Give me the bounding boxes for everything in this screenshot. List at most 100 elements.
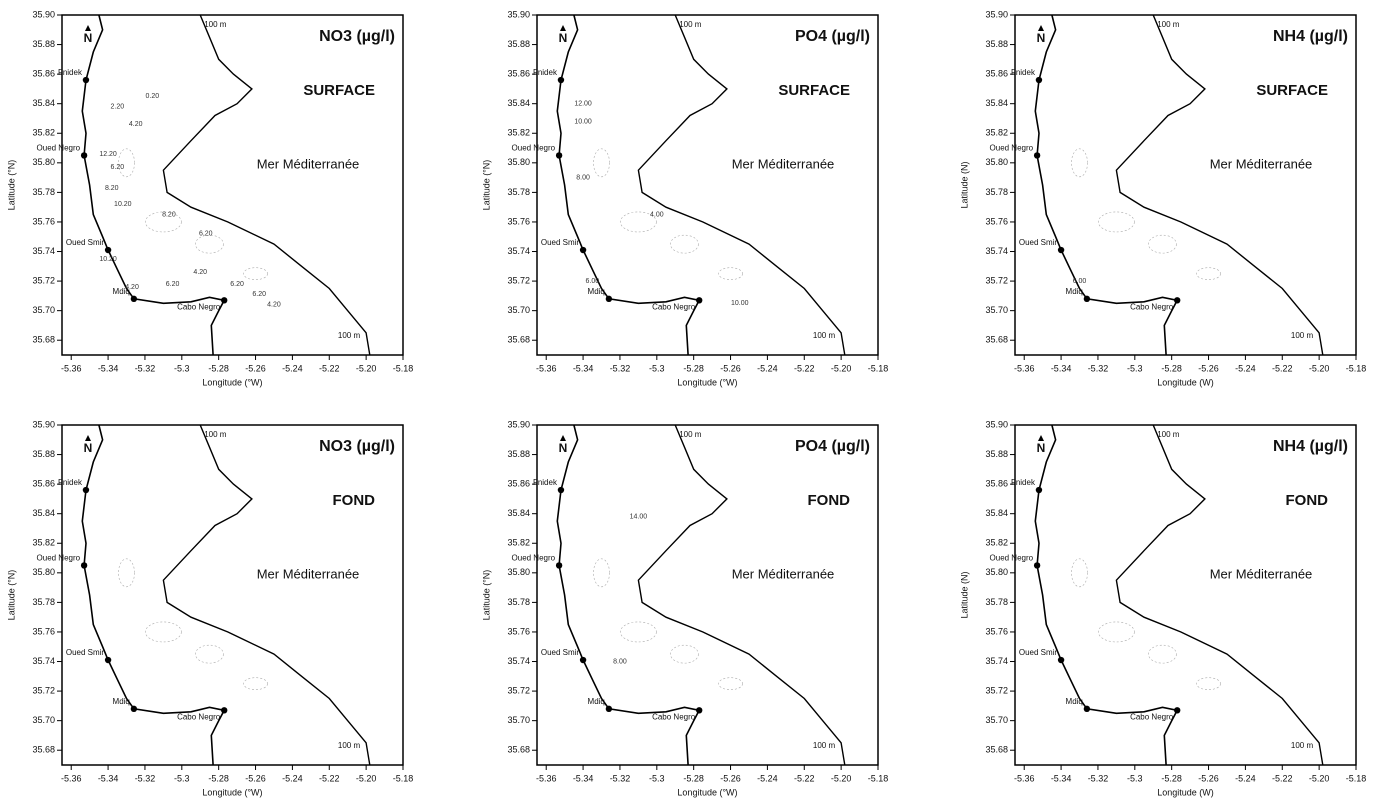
x-tick-label: -5.20 <box>1309 363 1330 373</box>
x-tick-label: -5.3 <box>1127 363 1143 373</box>
x-tick-label: -5.24 <box>1235 773 1256 783</box>
x-tick-label: -5.32 <box>1088 363 1109 373</box>
y-tick-label: 35.70 <box>507 305 530 315</box>
y-tick-label: 35.74 <box>507 656 530 666</box>
layer-label: FOND <box>808 492 851 509</box>
y-tick-label: 35.78 <box>985 187 1008 197</box>
contour-line <box>1148 234 1177 254</box>
contour-label: 10.20 <box>114 201 132 208</box>
place-marker <box>579 246 587 254</box>
x-tick-label: -5.28 <box>208 363 229 373</box>
isobath-label: 100 m <box>338 741 361 750</box>
x-tick-label: -5.20 <box>831 773 852 783</box>
place-marker <box>1174 707 1181 714</box>
y-tick-label: 35.84 <box>32 508 55 518</box>
map-frame <box>1014 14 1357 356</box>
y-tick-label: 35.86 <box>507 479 530 489</box>
contour-label: 4.20 <box>193 269 207 276</box>
y-tick-label: 35.82 <box>32 538 55 548</box>
y-tick-label: 35.86 <box>32 479 55 489</box>
place-label: Oued Negro <box>990 554 1034 563</box>
contour-line <box>670 234 699 254</box>
x-tick-label: -5.28 <box>683 773 704 783</box>
sea-label: Mer Méditerranée <box>1210 566 1313 581</box>
place-label: Cabo Negro <box>1130 302 1174 311</box>
place-marker <box>1035 76 1043 84</box>
isobath-label: 100 m <box>204 20 227 29</box>
y-tick-label: 35.76 <box>985 216 1008 226</box>
x-tick-label: -5.24 <box>282 773 303 783</box>
y-tick-label: 35.68 <box>985 335 1008 345</box>
contour-label: 4.20 <box>129 121 143 128</box>
y-tick-label: 35.72 <box>985 275 1008 285</box>
y-tick-label: 35.80 <box>507 567 530 577</box>
map-panel: -5.36 -5.34 -5.32 -5.3 -5.28 -5.26 -5.24 -5.22 -… <box>959 9 1366 387</box>
place-label: Oued Smir <box>66 238 105 247</box>
panel-title: PO4 (µg/l) <box>795 28 870 45</box>
place-label: Mdiq <box>113 697 130 706</box>
x-tick-label: -5.26 <box>1198 363 1219 373</box>
map-frame <box>536 14 879 356</box>
north-arrow: N <box>1037 441 1046 455</box>
y-tick-label: 35.82 <box>507 128 530 138</box>
y-tick-label: 35.82 <box>985 128 1008 138</box>
x-tick-label: -5.34 <box>98 363 119 373</box>
y-tick-label: 35.68 <box>507 335 530 345</box>
panel-title: NH4 (µg/l) <box>1273 28 1348 45</box>
map-panel: -5.36 -5.34 -5.32 -5.3 -5.28 -5.26 -5.24 -5.22 -… <box>481 9 888 387</box>
panel-title: NO3 (µg/l) <box>319 438 395 455</box>
contour-label: 4.00 <box>650 211 664 218</box>
x-tick-label: -5.3 <box>174 363 190 373</box>
north-arrow-head <box>85 25 91 31</box>
map-frame <box>61 14 404 356</box>
contour-label: 4.20 <box>125 284 139 291</box>
x-tick-label: -5.32 <box>610 363 631 373</box>
layer-label: FOND <box>333 492 376 509</box>
y-tick-label: 35.68 <box>985 745 1008 755</box>
x-tick-label: -5.3 <box>174 773 190 783</box>
place-label: Oued Smir <box>66 648 105 657</box>
place-label: Mdiq <box>588 697 605 706</box>
place-label: Mdiq <box>588 287 605 296</box>
panel-title: NO3 (µg/l) <box>319 28 395 45</box>
y-tick-label: 35.80 <box>507 157 530 167</box>
y-tick-label: 35.74 <box>985 656 1008 666</box>
place-marker <box>130 705 138 713</box>
place-marker <box>1057 246 1065 254</box>
contour-line <box>1071 558 1088 588</box>
y-tick-label: 35.84 <box>32 98 55 108</box>
y-tick-label: 35.86 <box>32 69 55 79</box>
place-label: Fnidek <box>58 478 83 487</box>
y-tick-label: 35.70 <box>32 305 55 315</box>
contour-label: 6.00 <box>1073 278 1087 285</box>
y-tick-label: 35.78 <box>507 187 530 197</box>
x-axis-label: Longitude (°W) <box>677 377 737 387</box>
contour-label: 6.00 <box>585 278 599 285</box>
x-tick-label: -5.36 <box>61 773 82 783</box>
x-tick-label: -5.28 <box>683 363 704 373</box>
place-label: Cabo Negro <box>177 302 221 311</box>
map-panel: -5.36 -5.34 -5.32 -5.3 -5.28 -5.26 -5.24 -5.22 -… <box>6 419 413 797</box>
x-tick-label: -5.24 <box>1235 363 1256 373</box>
isobath-100m <box>637 424 846 766</box>
place-marker <box>104 656 112 664</box>
y-tick-label: 35.78 <box>985 597 1008 607</box>
contour-label: 6.20 <box>252 291 266 298</box>
isobath-100m <box>1115 14 1324 356</box>
x-tick-label: -5.24 <box>757 773 778 783</box>
panel-title: NH4 (µg/l) <box>1273 438 1348 455</box>
contour-label: 12.00 <box>574 101 592 108</box>
contour-label: 6.20 <box>199 231 213 238</box>
contour-line <box>145 621 182 643</box>
contour-line <box>118 148 135 178</box>
contour-line <box>118 558 135 588</box>
place-marker <box>605 705 613 713</box>
y-tick-label: 35.80 <box>985 567 1008 577</box>
y-tick-label: 35.74 <box>507 246 530 256</box>
contour-line <box>1196 267 1221 280</box>
y-tick-label: 35.90 <box>32 9 55 19</box>
x-tick-label: -5.28 <box>208 773 229 783</box>
place-label: Oued Negro <box>512 144 556 153</box>
x-tick-label: -5.36 <box>61 363 82 373</box>
